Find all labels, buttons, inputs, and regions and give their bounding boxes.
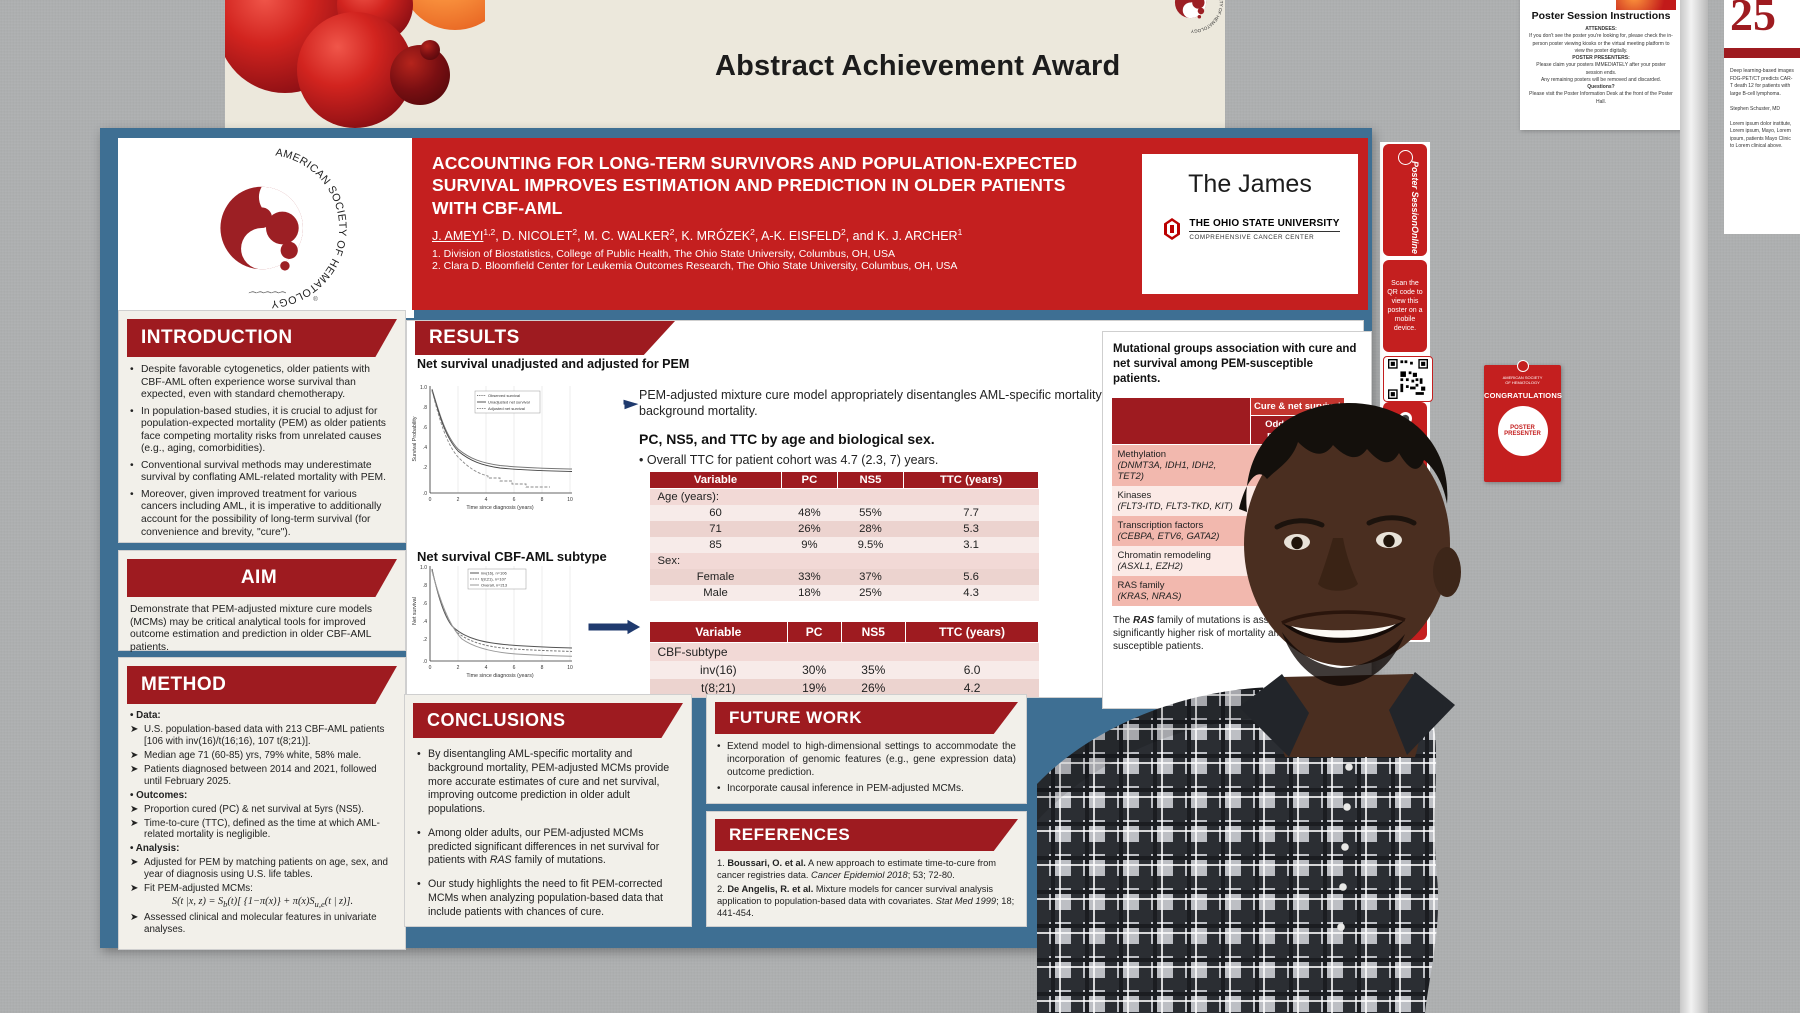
svg-text:4: 4 <box>485 497 488 503</box>
svg-text:Net survival: Net survival <box>412 597 418 625</box>
svg-text:Overall, n=213: Overall, n=213 <box>481 583 508 588</box>
svg-text:.4: .4 <box>423 619 427 625</box>
svg-text:Adjusted net survival: Adjusted net survival <box>488 406 525 411</box>
svg-text:.2: .2 <box>423 465 427 471</box>
svg-text:®: ® <box>313 296 318 303</box>
svg-text:.8: .8 <box>423 405 427 411</box>
svg-text:Time since diagnosis (years): Time since diagnosis (years) <box>466 505 533 511</box>
svg-text:1.0: 1.0 <box>420 565 427 571</box>
svg-text:.4: .4 <box>423 445 427 451</box>
svg-text:0: 0 <box>429 497 432 503</box>
svg-text:.6: .6 <box>423 601 427 607</box>
svg-text:Observed survival: Observed survival <box>488 393 520 398</box>
svg-text:⏜⏜⏜⏜⏜: ⏜⏜⏜⏜⏜ <box>247 292 286 301</box>
svg-text:8: 8 <box>541 665 544 671</box>
svg-text:1.0: 1.0 <box>420 385 427 391</box>
svg-text:8: 8 <box>541 497 544 503</box>
svg-text:inv(16), n=106: inv(16), n=106 <box>481 571 507 576</box>
svg-text:Unadjusted net survival: Unadjusted net survival <box>488 400 530 405</box>
svg-text:Survival Probability: Survival Probability <box>412 416 418 461</box>
svg-text:t(8;21), n=107: t(8;21), n=107 <box>481 577 507 582</box>
svg-text:2: 2 <box>457 665 460 671</box>
svg-text:0: 0 <box>429 665 432 671</box>
svg-text:.0: .0 <box>423 659 427 665</box>
svg-text:.6: .6 <box>423 425 427 431</box>
svg-text:6: 6 <box>513 665 516 671</box>
svg-text:.0: .0 <box>423 491 427 497</box>
svg-text:.2: .2 <box>423 637 427 643</box>
svg-text:6: 6 <box>513 497 516 503</box>
svg-text:4: 4 <box>485 665 488 671</box>
svg-text:Time since diagnosis (years): Time since diagnosis (years) <box>466 673 533 679</box>
svg-text:10: 10 <box>567 497 573 503</box>
svg-text:2: 2 <box>457 497 460 503</box>
svg-text:.8: .8 <box>423 583 427 589</box>
svg-text:10: 10 <box>567 665 573 671</box>
